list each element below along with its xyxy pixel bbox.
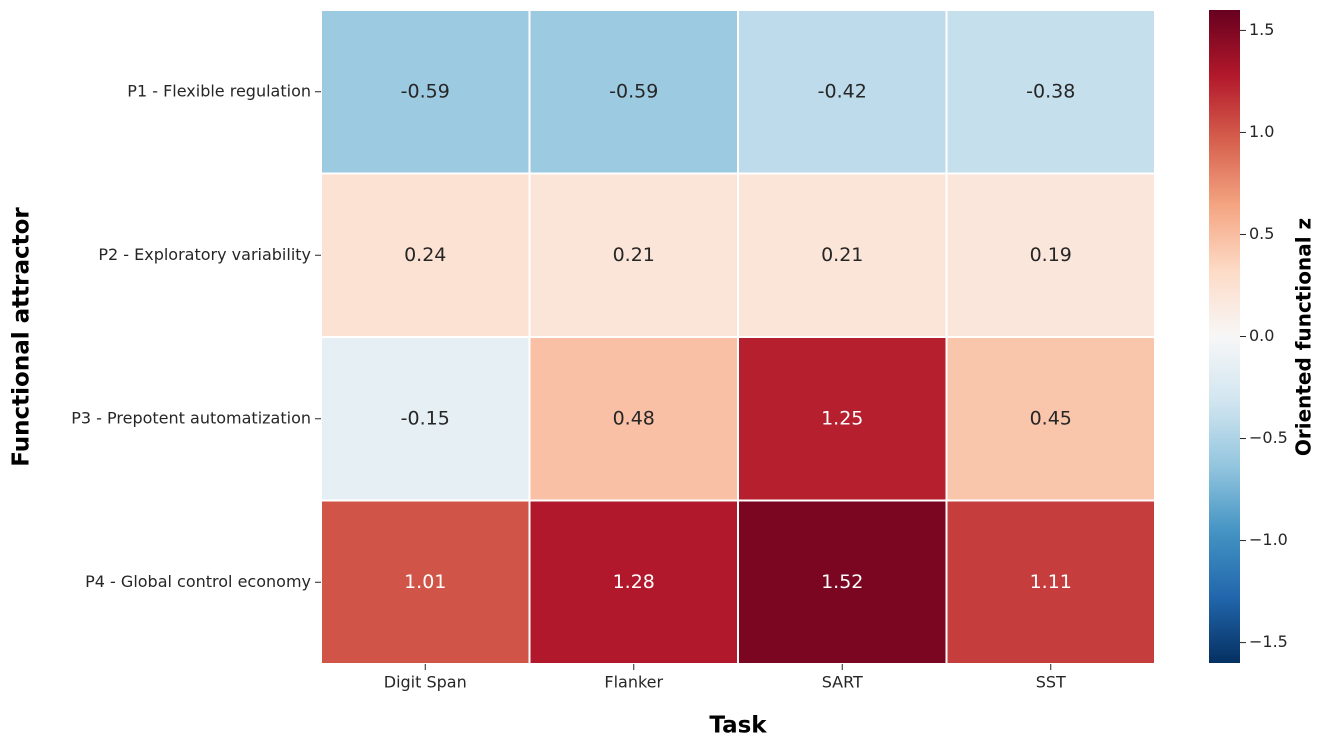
cell-label: -0.15 [401,407,450,429]
x-tick-label: SST [1036,673,1066,692]
heatmap-cell [528,9,739,175]
x-tick-label: SART [822,673,863,692]
cell-label: 0.21 [821,244,863,266]
colorbar-tick-label: 1.5 [1249,20,1274,39]
colorbar [1209,10,1240,663]
cell-label: -0.42 [818,80,867,102]
heatmap-cell [320,9,531,175]
colorbar-tick-label: 1.0 [1249,122,1274,141]
y-tick-label: P4 - Global control economy [85,572,311,591]
cell-label: -0.59 [401,80,450,102]
heatmap-cell [737,499,948,665]
heatmap-cell [528,499,739,665]
cell-label: 0.45 [1030,407,1072,429]
heatmap-cell [737,9,948,175]
cell-label: 0.21 [613,244,655,266]
cell-label: -0.59 [609,80,658,102]
y-tick-label: P2 - Exploratory variability [98,245,311,264]
x-axis-title: Task [709,713,767,739]
x-tick-label: Flanker [604,673,663,692]
colorbar-tick-label: −1.0 [1249,530,1288,549]
heatmap-cell [945,9,1156,175]
colorbar-tick-label: −1.5 [1249,632,1288,651]
y-tick-label: P1 - Flexible regulation [127,81,311,100]
heatmap-cell [528,172,739,338]
colorbar-title: Oriented functional z [1292,218,1316,456]
x-tick-label: Digit Span [384,673,467,692]
colorbar-tick-label: 0.5 [1249,224,1274,243]
heatmap-cell [945,172,1156,338]
y-tick-label: P3 - Prepotent automatization [71,408,311,427]
cell-label: 0.48 [613,407,655,429]
heatmap-cell [320,499,531,665]
cell-label: 0.19 [1030,244,1072,266]
cell-label: -0.38 [1026,80,1075,102]
cell-label: 1.11 [1030,571,1072,593]
cell-label: 1.28 [613,571,655,593]
heatmap-cell [320,172,531,338]
cell-label: 0.24 [404,244,446,266]
cell-label: 1.52 [821,571,863,593]
heatmap-cell [945,336,1156,502]
colorbar-tick-label: −0.5 [1249,428,1288,447]
colorbar-tick-label: 0.0 [1249,326,1274,345]
y-axis-title: Functional attractor [9,207,35,467]
cell-label: 1.01 [404,571,446,593]
cell-label: 1.25 [821,407,863,429]
heatmap-cell [528,336,739,502]
heatmap-cell [945,499,1156,665]
